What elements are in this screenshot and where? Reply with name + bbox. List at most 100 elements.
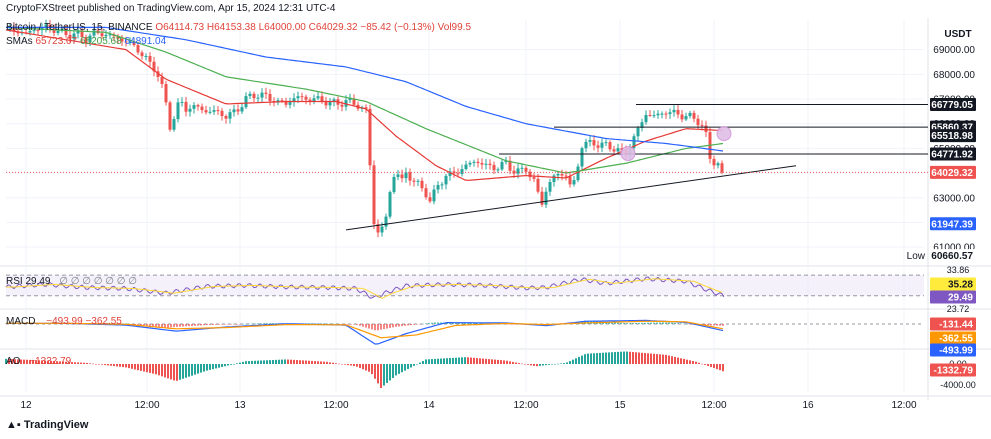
candle-body: [660, 113, 664, 115]
ao-histogram-bar: [146, 364, 148, 373]
price-pane[interactable]: [5, 19, 928, 238]
ao-histogram-bar: [56, 361, 58, 364]
macd-histogram-bar: [383, 324, 385, 330]
ao-histogram-bar: [293, 359, 295, 364]
ao-histogram-bar: [281, 359, 283, 364]
ao-histogram-bar: [107, 364, 109, 366]
candle-body: [664, 113, 668, 115]
macd-histogram-bar: [419, 324, 421, 325]
candle-body: [520, 167, 524, 169]
ao-histogram-bar: [497, 359, 499, 364]
candle-body: [600, 142, 604, 148]
ao-histogram-bar: [353, 364, 355, 366]
macd-histogram-bar: [461, 322, 463, 324]
candle-body: [84, 36, 88, 43]
macd-histogram-bar: [404, 324, 406, 326]
ao-histogram-bar: [407, 364, 409, 370]
highlight-marker[interactable]: [716, 126, 732, 142]
ao-histogram-bar: [530, 364, 532, 366]
ao-histogram-bar: [221, 364, 223, 367]
candle-body: [704, 125, 708, 133]
ao-histogram-bar: [656, 354, 658, 364]
ao-histogram-bar: [131, 364, 133, 369]
ao-histogram-bar: [653, 353, 655, 364]
candle-body: [544, 191, 548, 205]
time-tick-label: 12:00: [134, 400, 159, 411]
candle-body: [524, 167, 528, 172]
legend-symbol[interactable]: Bitcoin / TetherUS, 15, BINANCE: [6, 22, 153, 33]
ao-histogram-bar: [617, 351, 619, 364]
macd-histogram-bar: [446, 322, 448, 324]
candle-body: [652, 115, 656, 117]
time-axis[interactable]: 12 12:00 13 12:00 14 12:00 15 12:00 16 12:00: [20, 400, 917, 411]
ao-histogram-bar: [626, 351, 628, 364]
ao-histogram-bar: [227, 364, 229, 366]
candle-body: [140, 52, 144, 57]
ao-histogram-bar: [332, 362, 334, 364]
candle-body: [204, 110, 208, 113]
candle-body: [464, 164, 468, 170]
ao-pane[interactable]: [5, 351, 724, 388]
macd-histogram-bar: [623, 323, 625, 324]
ao-histogram-bar: [191, 364, 193, 376]
highlight-marker[interactable]: [620, 146, 636, 162]
ao-histogram-bar: [455, 357, 457, 364]
ao-histogram-bar: [266, 360, 268, 364]
candle-body: [264, 92, 268, 94]
macd-label[interactable]: MACD: [6, 316, 36, 327]
candle-body: [260, 92, 264, 98]
macd-histogram-bar: [716, 324, 718, 326]
candle-body: [248, 93, 252, 97]
candle-body: [640, 122, 644, 128]
ao-histogram-bar: [629, 351, 631, 364]
candle-body: [32, 30, 36, 32]
legend-high: H64153.38: [206, 22, 256, 33]
ao-histogram-bar: [518, 363, 520, 364]
ao-histogram-bar: [461, 357, 463, 364]
ao-histogram-bar: [137, 364, 139, 371]
ao-histogram-bar: [182, 364, 184, 379]
ao-histogram-bar: [398, 364, 400, 374]
candle-body: [52, 28, 56, 33]
macd-histogram-bar: [662, 322, 664, 324]
ao-histogram-bar: [299, 360, 301, 364]
ao-histogram-bar: [164, 364, 166, 378]
ao-histogram-bar: [377, 364, 379, 384]
macd-histogram-bar: [188, 324, 190, 327]
candle-body: [424, 188, 428, 198]
ao-histogram-bar: [5, 358, 7, 364]
macd-histogram-bar: [314, 323, 316, 324]
ao-histogram-bar: [404, 364, 406, 371]
ao-histogram-bar: [677, 357, 679, 364]
ao-label[interactable]: AO: [6, 356, 21, 367]
candle-body: [568, 176, 572, 185]
candle-body: [364, 107, 368, 109]
ao-histogram-bar: [59, 361, 61, 364]
tradingview-logo-icon: ▲▪: [6, 419, 24, 431]
rsi-label[interactable]: RSI 29.49: [6, 276, 51, 287]
sma-label[interactable]: SMAs: [6, 36, 33, 47]
ao-histogram-bar: [167, 364, 169, 379]
ao-histogram-bar: [602, 352, 604, 364]
rsi-axis-label: 29.49: [948, 293, 973, 304]
macd-histogram-bar: [512, 324, 514, 325]
price-axis[interactable]: USDT69000.0068000.0067000.0066000.006500…: [907, 29, 976, 390]
ao-histogram-bar: [209, 364, 211, 370]
candle-body: [588, 140, 592, 142]
legend-change: −85.42 (−0.13%): [360, 22, 435, 33]
support-trendline[interactable]: [345, 165, 797, 231]
macd-histogram-bar: [506, 324, 508, 325]
candle-body: [320, 96, 324, 102]
price-axis-label-bg: [930, 217, 976, 231]
macd-histogram-bar: [311, 323, 313, 324]
ao-histogram-bar: [95, 364, 97, 365]
macd-histogram-bar: [683, 323, 685, 325]
ao-histogram-bar: [326, 361, 328, 364]
macd-pane[interactable]: [5, 319, 924, 345]
macd-histogram-bar: [155, 324, 157, 327]
rsi-pane[interactable]: [5, 274, 924, 299]
candle-body: [412, 180, 416, 182]
rsi-axis-label-bg: [930, 277, 976, 291]
candle-body: [480, 163, 484, 165]
